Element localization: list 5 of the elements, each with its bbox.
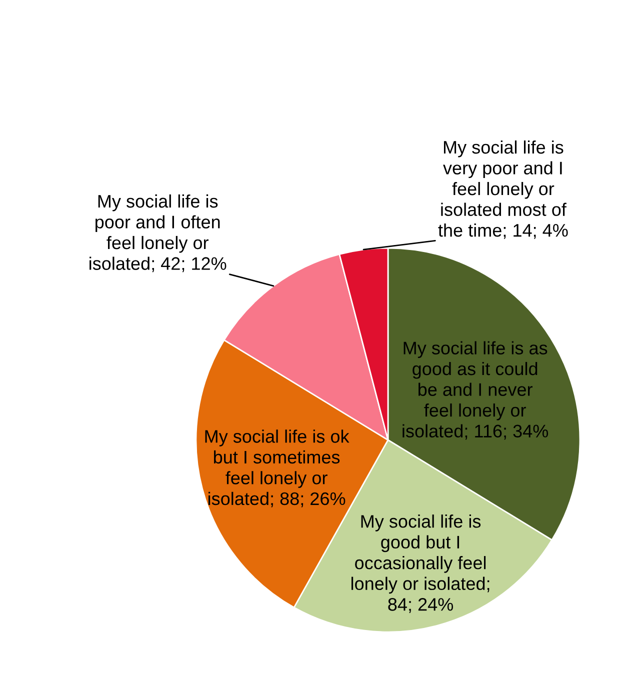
slice-label: My social life is ok but I sometimes feel lonely or isolated; 88; 26%: [205, 430, 350, 508]
slice-label: My social life is very poor and I feel lonely or isolated most of the time; 14; 4%: [438, 140, 568, 239]
slice-label: My social life is poor and I often feel lonely or isolated; 42; 12%: [90, 194, 226, 272]
slice-label: My social life is as good as it could be and I never feel lonely or isolated; 116; 34%: [402, 341, 548, 440]
slice-label: My social life is good but I occasionally feel lonely or isolated; 84; 24%: [352, 514, 490, 613]
